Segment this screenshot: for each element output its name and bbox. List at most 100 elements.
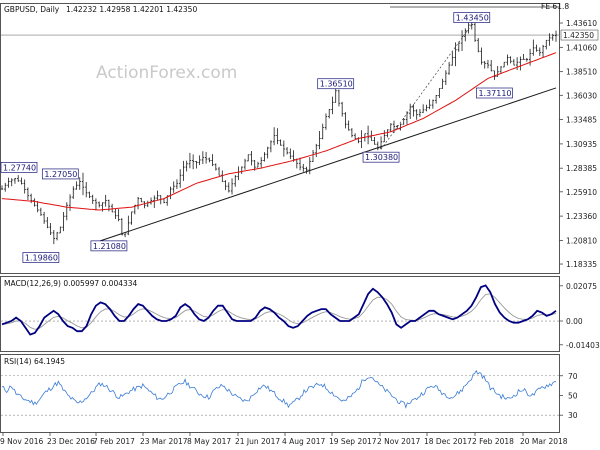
- x-tick-label: 23 Dec 2016: [47, 437, 95, 446]
- price-annotation: 1.27050: [41, 168, 79, 180]
- price-bar: [55, 231, 59, 241]
- price-bar: [78, 177, 81, 190]
- price-bar: [428, 99, 431, 110]
- price-bar: [311, 149, 315, 163]
- price-bar: [211, 154, 214, 167]
- price-bar: [493, 70, 496, 80]
- macd-layer: [1, 284, 559, 336]
- price-bar: [454, 42, 457, 67]
- fib-projection-line: [380, 24, 473, 150]
- price-bar: [519, 56, 522, 71]
- last-price-box: [560, 29, 599, 41]
- price-bar: [353, 133, 357, 139]
- price-bar: [259, 157, 263, 168]
- price-bar: [36, 201, 39, 213]
- price-bar: [81, 172, 85, 196]
- price-y-tick-label: 1.28385: [566, 164, 597, 173]
- price-bar: [477, 38, 480, 53]
- price-bar: [7, 177, 10, 188]
- price-bar: [123, 233, 127, 238]
- x-tick-label: 23 Mar 2017: [140, 437, 188, 446]
- price-bar: [256, 161, 260, 168]
- price-panel-frame: [0, 3, 560, 274]
- price-bar: [473, 22, 477, 42]
- price-bar: [75, 181, 78, 190]
- price-bar: [175, 179, 179, 190]
- x-tick-label: 2 Nov 2017: [377, 437, 420, 446]
- price-bar: [418, 109, 422, 117]
- price-bar: [191, 154, 195, 170]
- macd-panel: MACD(12,26,9) 0.005997 0.004334 0.020750…: [0, 276, 600, 352]
- price-bar: [551, 33, 554, 41]
- x-tick-label: 20 Mar 2018: [520, 437, 568, 446]
- price-bar: [502, 61, 506, 68]
- price-bar: [412, 104, 415, 117]
- price-bar: [26, 187, 30, 201]
- price-annotation: 1.37110: [476, 87, 513, 99]
- price-bar: [85, 181, 88, 198]
- price-bar: [331, 96, 334, 115]
- price-annotation: 1.27740: [0, 162, 38, 173]
- price-bar: [269, 140, 273, 153]
- price-y-tick-label: 1.33485: [566, 116, 597, 125]
- price-bar: [302, 163, 305, 172]
- annotation-label: 1.30380: [365, 153, 398, 162]
- rsi-layer: [1, 369, 559, 416]
- price-bar: [515, 57, 519, 70]
- price-bar: [402, 117, 405, 125]
- price-bar: [33, 198, 36, 207]
- price-bar: [230, 178, 234, 195]
- last-price-label: 1.42350: [563, 31, 594, 40]
- price-bar: [65, 202, 68, 221]
- price-bar: [554, 30, 558, 42]
- rsi-y-tick-label: 70: [568, 372, 578, 381]
- price-annotation: 1.30380: [362, 151, 400, 163]
- x-tick-label: 2 Feb 2018: [472, 437, 514, 446]
- annotation-label: 1.27050: [44, 170, 77, 179]
- price-bar: [389, 123, 392, 132]
- price-bar: [289, 148, 292, 160]
- price-bar: [114, 208, 117, 220]
- price-bar: [185, 160, 188, 172]
- price-annotation: 1.36510: [317, 78, 355, 90]
- price-bar: [250, 151, 253, 166]
- price-bar: [72, 186, 75, 199]
- price-bar: [347, 120, 350, 131]
- price-y-tick-label: 1.30935: [566, 140, 597, 149]
- price-bar: [266, 146, 269, 159]
- price-bar: [324, 113, 328, 130]
- price-bar: [441, 78, 444, 89]
- price-y-tick-label: 1.38510: [566, 68, 597, 77]
- support-trendline: [92, 87, 557, 244]
- price-bar: [415, 109, 418, 120]
- price-bar: [279, 139, 282, 146]
- price-bar: [120, 218, 124, 236]
- price-bar: [337, 89, 341, 107]
- price-bar: [153, 195, 156, 208]
- rsi-y-axis: 70 50 30: [559, 372, 578, 420]
- rsi-panel: RSI(14) 64.1945 70 50 30: [0, 354, 578, 433]
- price-bar: [198, 155, 201, 166]
- price-annotation: 1.43450: [453, 12, 491, 23]
- price-bar: [541, 44, 545, 58]
- price-bar: [425, 104, 428, 112]
- price-bar: [457, 41, 461, 52]
- price-bar: [399, 123, 402, 131]
- x-tick-label: 4 Aug 2017: [282, 437, 325, 446]
- macd-y-axis: 0.02075 0.00 -0.01403: [559, 282, 600, 350]
- rsi-line: [1, 369, 556, 409]
- price-bar: [182, 160, 185, 181]
- price-bar: [204, 151, 208, 164]
- price-bar: [321, 123, 324, 140]
- price-y-axis: 1.43610 1.41060 1.38510 1.36030 1.33485 1.309…: [559, 19, 599, 269]
- price-y-tick-label: 1.36030: [566, 91, 597, 100]
- price-bar: [334, 86, 337, 103]
- price-bar: [188, 152, 192, 169]
- price-bar: [522, 53, 525, 60]
- price-bar: [52, 229, 56, 245]
- price-bar: [91, 194, 94, 204]
- price-bar: [490, 59, 493, 72]
- price-panel-title: GBPUSD, Daily: [4, 5, 60, 14]
- price-layer: 1.27740 1.27050 1.19860 1.21080 1.36510 1.303…: [0, 6, 559, 263]
